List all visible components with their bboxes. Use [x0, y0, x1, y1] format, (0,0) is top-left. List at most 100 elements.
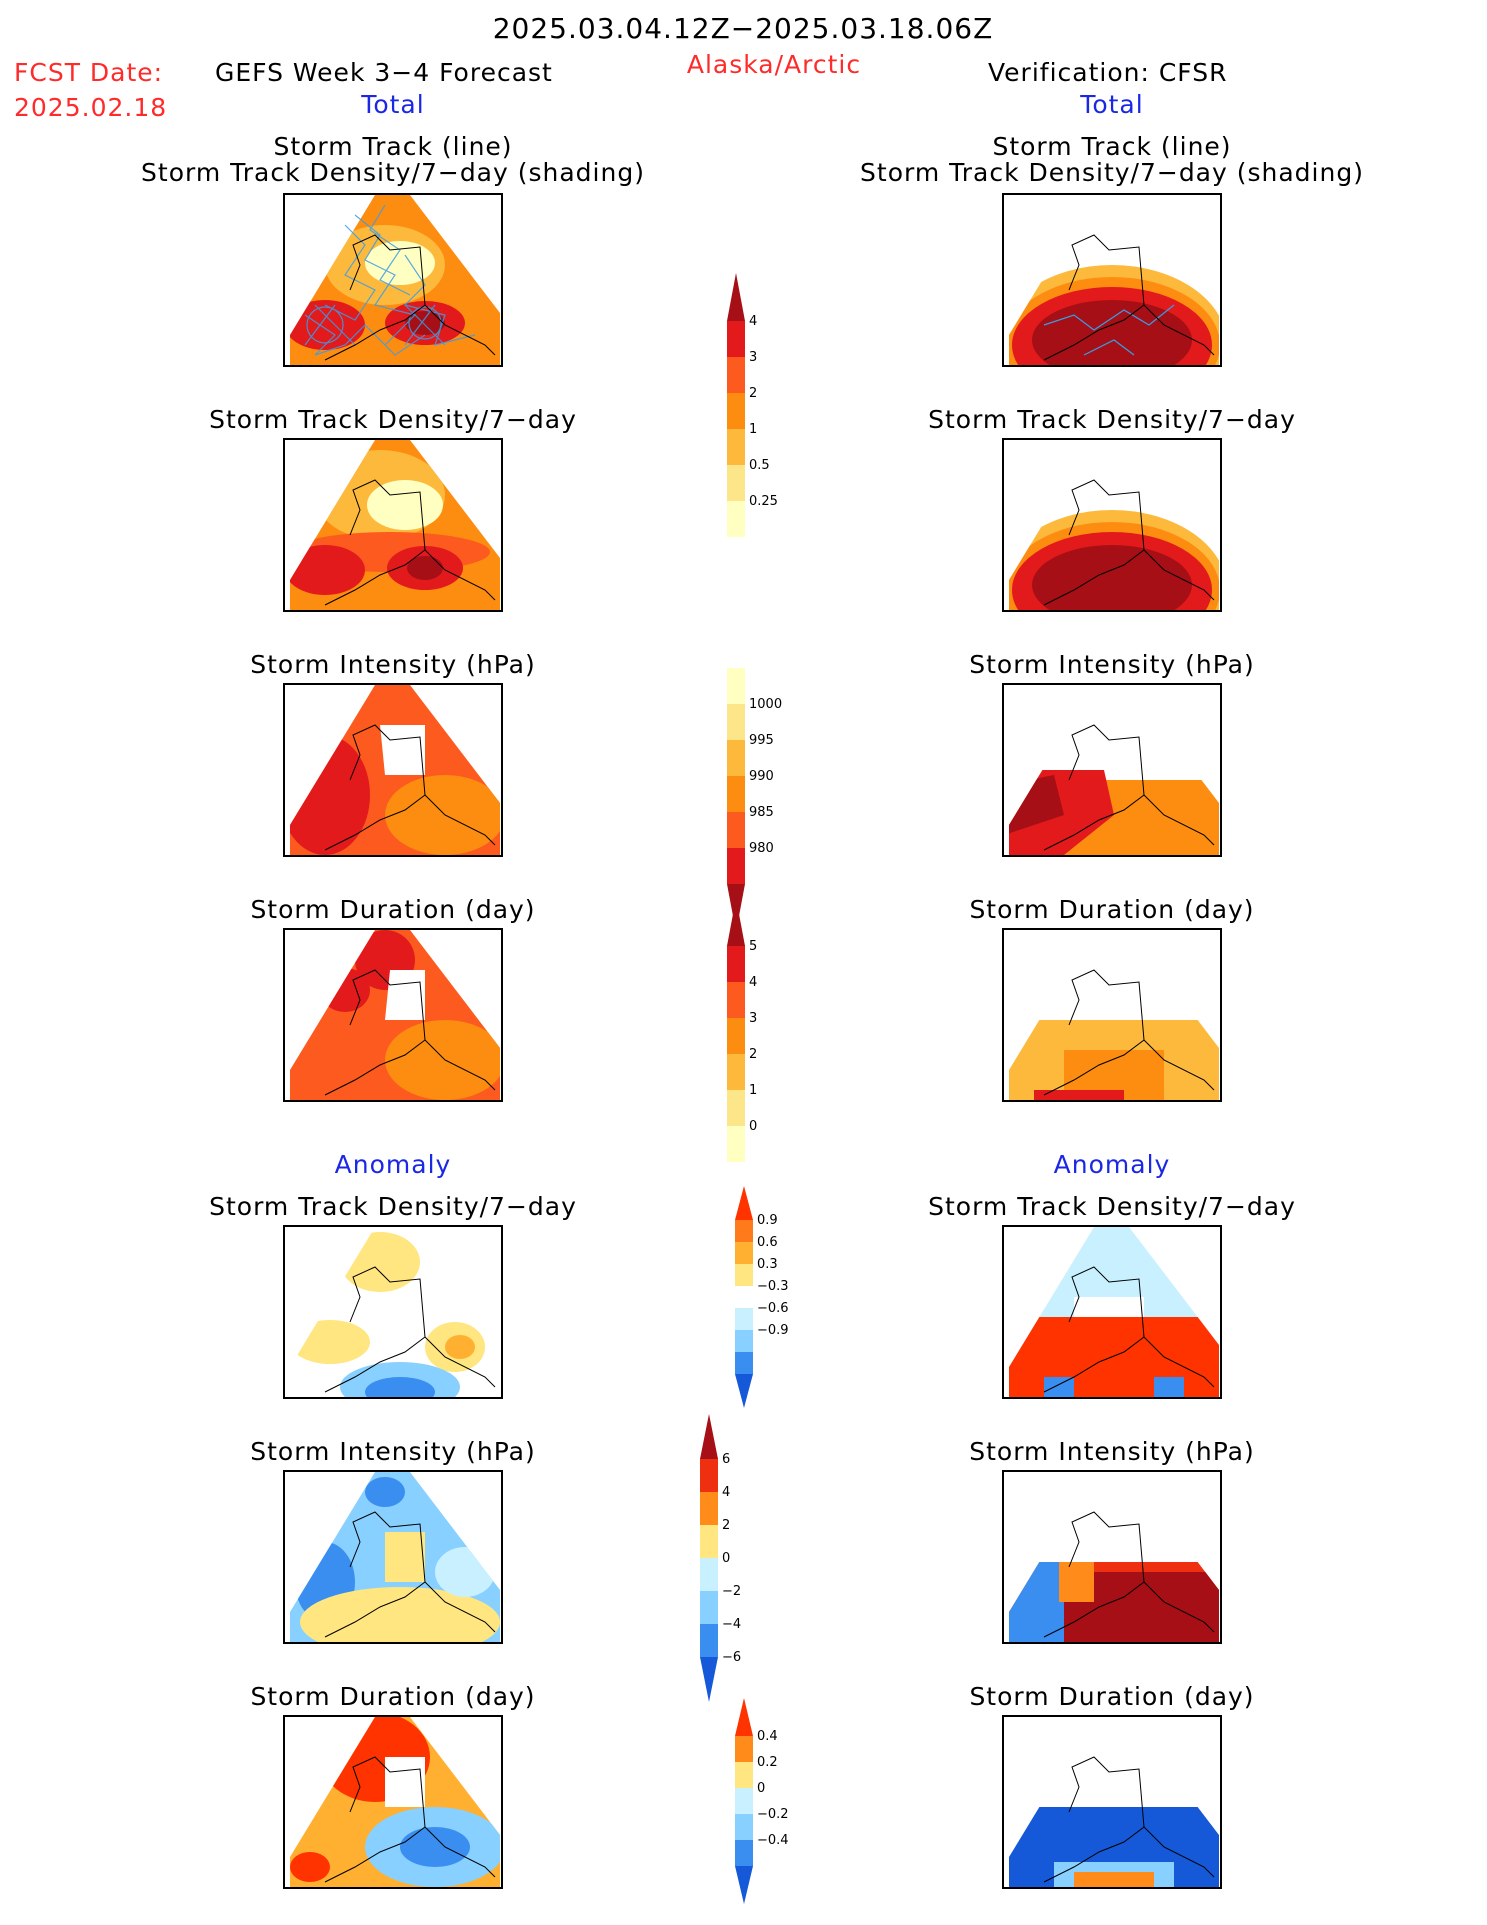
- cb-duration-anom-segment-3: [735, 1788, 753, 1814]
- map-fcst-density: [283, 438, 503, 612]
- forecast-title: GEFS Week 3−4 Forecast: [215, 58, 553, 87]
- cb-intensity-segment-2: [727, 740, 745, 776]
- r2-title-right: Storm Track Density/7−day: [928, 405, 1296, 434]
- cb-duration-segment-4: [727, 1054, 745, 1090]
- map-fcst-duration: [283, 928, 503, 1102]
- cb-duration-segment-0: [727, 898, 745, 946]
- cb-density-tick-label-2: 2: [749, 386, 757, 401]
- cb-duration-anom-segment-0: [735, 1698, 753, 1736]
- cb-intensity-anom-svg: 6 4 2 0 −2 −4 −6: [700, 1414, 741, 1702]
- map-fcst-density-anomaly: [283, 1225, 503, 1399]
- cb-density-tick-label-5: 0.25: [749, 494, 778, 509]
- cb-duration-segment-3: [727, 1018, 745, 1054]
- cb-duration-anom-segment-2: [735, 1762, 753, 1788]
- r7-title-left: Storm Duration (day): [250, 1682, 536, 1711]
- colorbar-intensity: 1000 995 990 985 980: [727, 648, 797, 944]
- r2-title-left: Storm Track Density/7−day: [209, 405, 577, 434]
- map-fcst-duration-anomaly: [283, 1715, 503, 1889]
- cb-intensity-anom-segment-4: [700, 1558, 718, 1591]
- cb-intensity-anom-tick-label-5: −4: [722, 1617, 741, 1632]
- cb-density-anom-segment-2: [735, 1242, 753, 1264]
- cb-duration-svg: 5 4 3 2 1 0: [727, 898, 757, 1162]
- cb-duration-segment-5: [727, 1090, 745, 1126]
- cb-density-anom-segment-5: [735, 1308, 753, 1330]
- cb-duration-tick-label-0: 5: [749, 939, 757, 954]
- total-label-right: Total: [1080, 90, 1144, 119]
- cb-intensity-segment-5: [727, 848, 745, 884]
- cb-density-tick-label-1: 3: [749, 350, 757, 365]
- cb-intensity-anom-tick-label-1: 4: [722, 1485, 730, 1500]
- r1-title-line2-right: Storm Track Density/7−day (shading): [860, 158, 1364, 187]
- cb-density-segment-5: [727, 465, 745, 501]
- cb-intensity-tick-label-4: 980: [749, 841, 774, 856]
- cb-duration-anom-svg: 0.4 0.2 0 −0.2 −0.4: [735, 1698, 789, 1904]
- cb-density-anom-segment-7: [735, 1352, 753, 1374]
- colorbar-duration: 5 4 3 2 1 0: [727, 890, 797, 1186]
- map-fcst-intensity-anomaly: [283, 1470, 503, 1644]
- cb-density-segment-3: [727, 393, 745, 429]
- cb-density-anom-segment-3: [735, 1264, 753, 1286]
- cb-density-anom-segment-1: [735, 1220, 753, 1242]
- cb-density-anom-segment-0: [735, 1186, 753, 1220]
- cb-intensity-segment-4: [727, 812, 745, 848]
- cb-intensity-svg: 1000 995 990 985 980: [727, 668, 782, 932]
- region-title: Alaska/Arctic: [686, 50, 862, 79]
- cb-duration-anom-segment-6: [735, 1866, 753, 1904]
- cb-density-svg: 4 3 2 1 0.5 0.25: [727, 273, 778, 537]
- cb-intensity-anom-segment-0: [700, 1414, 718, 1459]
- total-label-left: Total: [361, 90, 425, 119]
- cb-duration-tick-label-3: 2: [749, 1047, 757, 1062]
- cb-duration-segment-2: [727, 982, 745, 1018]
- cb-intensity-anom-segment-2: [700, 1492, 718, 1525]
- cb-density-segment-0: [727, 273, 745, 321]
- cb-intensity-anom-tick-label-4: −2: [722, 1584, 741, 1599]
- colorbar-intensity-anomaly: 6 4 2 0 −2 −4 −6: [700, 1406, 770, 1714]
- r4-title-left: Storm Duration (day): [250, 895, 536, 924]
- r3-title-right: Storm Intensity (hPa): [969, 650, 1255, 679]
- cb-intensity-tick-label-3: 985: [749, 805, 774, 820]
- r4-title-right: Storm Duration (day): [969, 895, 1255, 924]
- cb-duration-tick-label-1: 4: [749, 975, 757, 990]
- cb-density-anom-segment-6: [735, 1330, 753, 1352]
- cb-duration-tick-label-2: 3: [749, 1011, 757, 1026]
- cb-duration-segment-6: [727, 1126, 745, 1162]
- cb-density-segment-4: [727, 429, 745, 465]
- cb-density-tick-label-3: 1: [749, 422, 757, 437]
- cb-intensity-segment-1: [727, 704, 745, 740]
- cb-intensity-anom-segment-1: [700, 1459, 718, 1492]
- cb-duration-anom-tick-label-0: 0.4: [757, 1729, 778, 1744]
- map-cfsr-duration-anomaly: [1002, 1715, 1222, 1889]
- cb-duration-anom-segment-4: [735, 1814, 753, 1840]
- cb-intensity-segment-3: [727, 776, 745, 812]
- cb-duration-tick-label-5: 0: [749, 1119, 757, 1134]
- cb-duration-anom-tick-label-1: 0.2: [757, 1755, 778, 1770]
- cb-duration-anom-tick-label-3: −0.2: [757, 1807, 789, 1822]
- cb-density-tick-label-4: 0.5: [749, 458, 770, 473]
- cb-density-tick-label-0: 4: [749, 314, 757, 329]
- cb-density-anom-tick-label-3: −0.3: [757, 1279, 789, 1294]
- anomaly-label-right: Anomaly: [1053, 1150, 1171, 1179]
- cb-intensity-anom-segment-7: [700, 1657, 718, 1702]
- cb-density-anom-svg: 0.9 0.6 0.3 −0.3 −0.6 −0.9: [735, 1186, 789, 1408]
- cb-intensity-segment-0: [727, 668, 745, 704]
- map-cfsr-intensity-anomaly: [1002, 1470, 1222, 1644]
- r7-title-right: Storm Duration (day): [969, 1682, 1255, 1711]
- r5-title-left: Storm Track Density/7−day: [209, 1192, 577, 1221]
- map-cfsr-intensity: [1002, 683, 1222, 857]
- cb-intensity-anom-tick-label-2: 2: [722, 1518, 730, 1533]
- cb-intensity-tick-label-2: 990: [749, 769, 774, 784]
- cb-density-anom-tick-label-5: −0.9: [757, 1323, 789, 1338]
- fcst-date-value: 2025.02.18: [14, 93, 168, 122]
- cb-density-segment-1: [727, 321, 745, 357]
- colorbar-density-anomaly: 0.9 0.6 0.3 −0.3 −0.6 −0.9: [735, 1178, 805, 1420]
- r6-title-right: Storm Intensity (hPa): [969, 1437, 1255, 1466]
- cb-duration-segment-1: [727, 946, 745, 982]
- cb-intensity-tick-label-1: 995: [749, 733, 774, 748]
- cb-duration-tick-label-4: 1: [749, 1083, 757, 1098]
- colorbar-duration-anomaly: 0.4 0.2 0 −0.2 −0.4: [735, 1690, 805, 1916]
- r5-title-right: Storm Track Density/7−day: [928, 1192, 1296, 1221]
- verification-title: Verification: CFSR: [988, 58, 1228, 87]
- r3-title-left: Storm Intensity (hPa): [250, 650, 536, 679]
- map-cfsr-density: [1002, 438, 1222, 612]
- map-cfsr-duration: [1002, 928, 1222, 1102]
